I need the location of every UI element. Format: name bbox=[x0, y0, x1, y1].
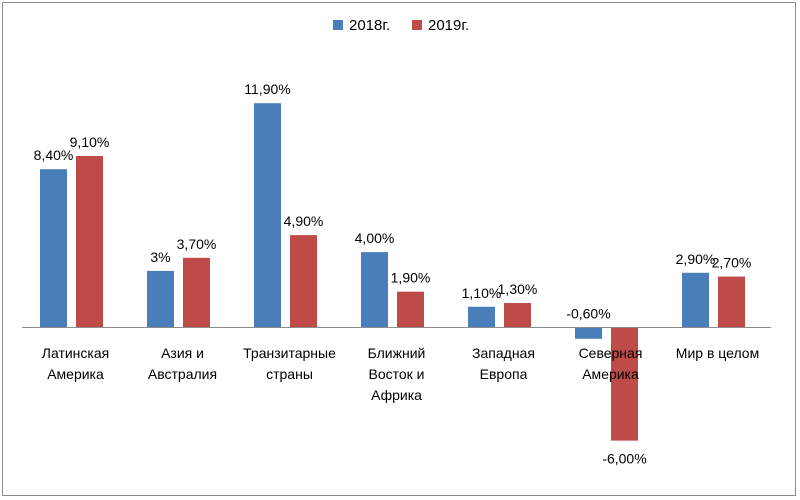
category-label-3-line-1: Восток и bbox=[369, 366, 425, 382]
data-label-2018-2: 11,90% bbox=[244, 81, 290, 97]
legend: 2018г. 2019г. bbox=[333, 17, 469, 34]
bars-layer bbox=[40, 103, 745, 441]
category-label-1-line-0: Азия и bbox=[161, 345, 204, 361]
bar-2018-2 bbox=[254, 103, 281, 328]
category-label-1-line-1: Австралия bbox=[148, 366, 217, 382]
bar-2018-4 bbox=[468, 306, 495, 328]
category-label-4-line-0: Западная bbox=[472, 345, 535, 361]
bar-2018-1 bbox=[147, 270, 174, 328]
legend-label-2018: 2018г. bbox=[349, 17, 390, 34]
bar-2019-0 bbox=[76, 156, 103, 328]
category-label-2-line-0: Транзитарные bbox=[243, 345, 336, 361]
legend-label-2019: 2019г. bbox=[428, 17, 469, 34]
category-label-0-line-0: Латинская bbox=[42, 345, 109, 361]
category-labels-layer: Латинская Америка Азия и Австралия Транзитар… bbox=[42, 345, 759, 403]
data-label-2019-5: -6,00% bbox=[602, 451, 646, 467]
category-label-0-line-1: Америка bbox=[47, 366, 104, 382]
bar-2018-6 bbox=[682, 272, 709, 328]
bar-2019-5 bbox=[611, 327, 638, 441]
data-labels-layer: 8,40%9,10% 3% 3,70% 11,90% 4,90% 4,00% 1,90% 1,… bbox=[34, 81, 752, 466]
category-label-4-line-1: Европа bbox=[480, 366, 528, 382]
data-label-2019-2: 4,90% bbox=[284, 213, 324, 229]
data-label-2018-6: 2,90% bbox=[676, 251, 716, 267]
data-label-2018-0: 8,40% bbox=[34, 147, 74, 163]
data-label-2019-6: 2,70% bbox=[712, 255, 752, 271]
data-label-2018-5: -0,60% bbox=[566, 306, 610, 322]
bar-2018-5 bbox=[575, 327, 602, 339]
legend-swatch-2018 bbox=[333, 20, 343, 30]
data-label-2018-3: 4,00% bbox=[355, 230, 395, 246]
bar-2019-4 bbox=[504, 303, 531, 328]
data-label-2019-0: 9,10% bbox=[70, 134, 110, 150]
bar-2018-3 bbox=[361, 252, 388, 328]
data-label-2018-4: 1,10% bbox=[462, 285, 502, 301]
category-label-5-line-1: Америка bbox=[582, 366, 639, 382]
category-label-3-line-2: Африка bbox=[371, 387, 422, 403]
legend-swatch-2019 bbox=[412, 20, 422, 30]
category-label-6-line-0: Мир в целом bbox=[676, 345, 759, 361]
data-label-2018-1: 3% bbox=[150, 249, 170, 265]
bar-chart: 2018г. 2019г. 8,40%9,10% 3% 3,70% 11,90% 4,9… bbox=[22, 17, 771, 467]
bar-2019-6 bbox=[718, 276, 745, 328]
bar-2019-3 bbox=[397, 291, 424, 328]
data-label-2019-4: 1,30% bbox=[498, 281, 538, 297]
bar-2018-0 bbox=[40, 169, 67, 328]
bar-2019-1 bbox=[183, 257, 210, 328]
category-label-3-line-0: Ближний bbox=[368, 345, 426, 361]
bar-2019-2 bbox=[290, 235, 317, 328]
data-label-2019-3: 1,90% bbox=[391, 270, 431, 286]
data-label-2019-1: 3,70% bbox=[177, 236, 217, 252]
category-label-5-line-0: Северная bbox=[579, 345, 643, 361]
category-label-2-line-1: страны bbox=[266, 366, 313, 382]
